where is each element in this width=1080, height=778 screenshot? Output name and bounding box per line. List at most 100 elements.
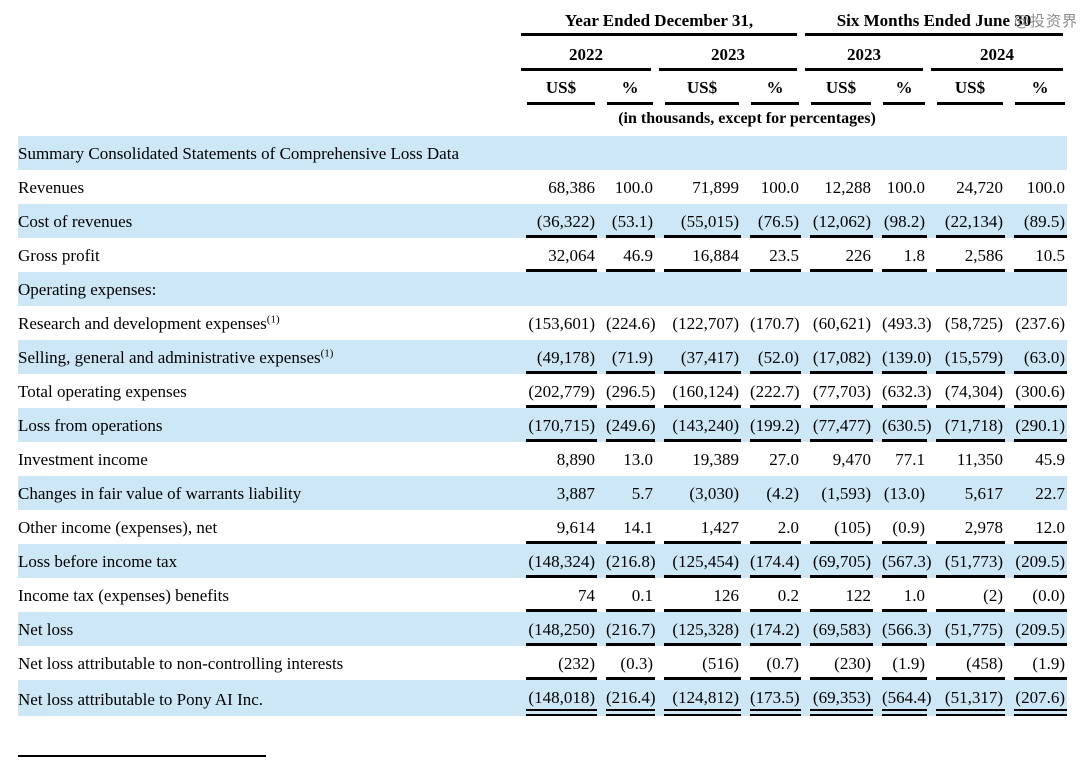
row-label-cell: Investment income	[18, 442, 517, 476]
units-note-cell: (in thousands, except for percentages)	[517, 105, 1067, 136]
value: (13.0)	[883, 484, 925, 503]
value: (15,579)	[944, 348, 1003, 367]
value-cell: (222.7)	[741, 374, 801, 408]
row-label: Revenues	[18, 178, 85, 197]
year-col-2024h1: 2024	[927, 36, 1067, 71]
table-row: Net loss (148,250) (216.7) (125,328) (17…	[18, 612, 1067, 646]
value-cell: (89.5)	[1005, 204, 1067, 238]
value-cell: 122	[801, 578, 873, 612]
unit-label: US$	[811, 71, 871, 105]
value: (60,621)	[812, 314, 871, 333]
value: (125,454)	[672, 552, 739, 571]
value: (174.2)	[750, 620, 800, 639]
value: (1.9)	[892, 654, 925, 673]
value: (71,718)	[944, 416, 1003, 435]
row-label-cell: Selling, general and administrative expe…	[18, 340, 517, 374]
value-cell: 100.0	[597, 170, 655, 204]
value-cell: 45.9	[1005, 442, 1067, 476]
value: (493.3)	[882, 314, 932, 333]
unit-label: %	[751, 71, 799, 105]
value-cell: (69,353)	[801, 680, 873, 716]
value-cell: (51,317)	[927, 680, 1005, 716]
row-label-cell: Cost of revenues	[18, 204, 517, 238]
row-label-cell: Net loss attributable to non-controlling…	[18, 646, 517, 680]
value: (17,082)	[812, 348, 871, 367]
value: (0.0)	[1032, 586, 1065, 605]
value: 100.0	[1026, 178, 1065, 197]
value-cell: (632.3)	[873, 374, 932, 408]
value-cell: (296.5)	[597, 374, 656, 408]
unit-label: %	[1015, 71, 1065, 105]
value-cell	[873, 136, 927, 170]
value: (122,707)	[672, 314, 739, 333]
value: (0.3)	[620, 654, 653, 673]
value: (51,773)	[944, 552, 1003, 571]
value-cell: (139.0)	[873, 340, 932, 374]
value-cell: 12.0	[1005, 510, 1067, 544]
unit-label: %	[883, 71, 925, 105]
value: (296.5)	[606, 382, 656, 401]
value: 14.1	[623, 518, 653, 537]
row-label-cell: Operating expenses:	[18, 272, 517, 306]
value-cell: (77,477)	[801, 408, 873, 442]
row-label-cell: Revenues	[18, 170, 517, 204]
value-cell: (174.2)	[741, 612, 801, 646]
value: (37,417)	[680, 348, 739, 367]
value: (69,583)	[812, 620, 871, 639]
value-cell: 100.0	[741, 170, 801, 204]
value: (1.9)	[1032, 654, 1065, 673]
value: 10.5	[1035, 246, 1065, 265]
value: 27.0	[769, 450, 799, 469]
value: 68,386	[548, 178, 595, 197]
value: (207.6)	[1015, 688, 1065, 707]
row-label-cell: Net loss attributable to Pony AI Inc.	[18, 680, 517, 716]
value-cell: (37,417)	[655, 340, 741, 374]
value: 8,890	[556, 450, 595, 469]
value-cell: (17,082)	[801, 340, 873, 374]
row-label: Cost of revenues	[18, 212, 133, 231]
value: (89.5)	[1023, 212, 1065, 231]
value-cell: (52.0)	[741, 340, 801, 374]
value: 1,427	[700, 518, 739, 537]
value-cell: 23.5	[741, 238, 801, 272]
value-cell: 1.0	[873, 578, 927, 612]
year-label: 2024	[931, 36, 1063, 71]
period-group-six-months: Six Months Ended June 30	[801, 8, 1067, 36]
period-group-year-ended: Year Ended December 31,	[517, 8, 801, 36]
value: 23.5	[769, 246, 799, 265]
value: (4.2)	[766, 484, 799, 503]
value-cell: (58,725)	[927, 306, 1005, 340]
value: 2,586	[964, 246, 1003, 265]
value: (76.5)	[757, 212, 799, 231]
row-label: Investment income	[18, 450, 148, 469]
value-cell: (0.9)	[873, 510, 927, 544]
value: (170,715)	[528, 416, 595, 435]
value: (63.0)	[1023, 348, 1065, 367]
value-cell: (0.7)	[741, 646, 801, 680]
value: (630.5)	[882, 416, 932, 435]
value: 3,887	[556, 484, 595, 503]
value: 32,064	[548, 246, 595, 265]
value-cell	[741, 272, 801, 306]
value-cell: 5,617	[927, 476, 1005, 510]
header-spacer	[18, 8, 517, 36]
table-row: Income tax (expenses) benefits 74 0.1 12…	[18, 578, 1067, 612]
value-cell: (564.4)	[873, 680, 932, 716]
value-cell: (98.2)	[873, 204, 927, 238]
value-cell	[873, 272, 927, 306]
value: 13.0	[623, 450, 653, 469]
row-label: Selling, general and administrative expe…	[18, 348, 321, 367]
value-cell: (458)	[927, 646, 1005, 680]
value-cell: (216.7)	[597, 612, 656, 646]
value-cell	[597, 136, 655, 170]
value-cell: 12,288	[801, 170, 873, 204]
value-cell: (249.6)	[597, 408, 656, 442]
table-row: Selling, general and administrative expe…	[18, 340, 1067, 374]
value-cell: 2,586	[927, 238, 1005, 272]
table-header: Year Ended December 31, Six Months Ended…	[18, 8, 1067, 136]
financial-statement-sheet: Year Ended December 31, Six Months Ended…	[18, 8, 1067, 716]
unit-label: US$	[665, 71, 739, 105]
units-note-row: (in thousands, except for percentages)	[18, 105, 1067, 136]
value-cell: (209.5)	[1005, 612, 1067, 646]
value: 5,617	[964, 484, 1003, 503]
